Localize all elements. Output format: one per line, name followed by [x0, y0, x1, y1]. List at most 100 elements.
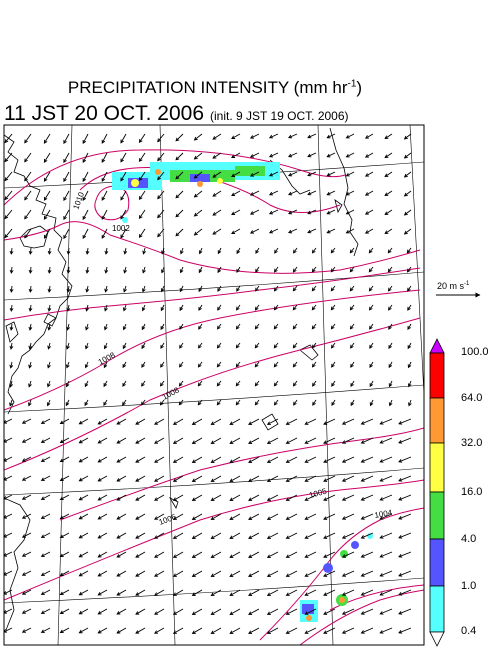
wind-arrow	[43, 209, 51, 220]
wind-arrowhead	[198, 344, 202, 349]
wind-arrow	[384, 190, 393, 196]
wind-arrow	[139, 152, 146, 162]
title-close: )	[356, 78, 363, 97]
wind-arrow	[79, 494, 89, 501]
wind-arrow	[288, 133, 298, 139]
wind-arrowhead	[398, 516, 403, 520]
wind-arrowhead	[231, 230, 236, 234]
wind-arrow	[331, 361, 336, 368]
wind-arrow	[323, 418, 336, 425]
wind-arrowhead	[175, 137, 180, 142]
wind-arrowhead	[142, 269, 146, 274]
wind-arrowhead	[4, 477, 8, 481]
wind-arrow	[194, 190, 203, 198]
wind-arrowhead	[229, 611, 234, 615]
isobar-label: 1006	[158, 512, 178, 527]
wind-arrowhead	[179, 288, 184, 293]
wind-arrowhead	[217, 306, 221, 311]
wind-arrow	[369, 380, 374, 387]
wind-arrowhead	[135, 459, 140, 463]
wind-arrow	[179, 323, 184, 330]
wind-arrow	[250, 228, 260, 234]
wind-arrowhead	[135, 611, 140, 615]
wind-arrowhead	[407, 287, 411, 292]
wind-arrow	[380, 627, 393, 634]
wind-arrowhead	[103, 345, 108, 350]
wind-arrow	[22, 513, 32, 519]
wind-arrowhead	[157, 214, 161, 219]
wind-arrowhead	[101, 177, 106, 182]
wind-arrow	[365, 133, 374, 139]
wind-arrow	[323, 437, 336, 444]
wind-arrowhead	[21, 515, 26, 519]
wind-arrow	[388, 342, 393, 349]
wind-arrowhead	[97, 610, 102, 615]
wind-arrow	[198, 380, 203, 387]
wind-arrow	[47, 361, 51, 368]
wind-arrow	[192, 589, 203, 596]
wind-arrow	[286, 475, 298, 482]
wind-arrow	[389, 399, 393, 406]
wind-arrowhead	[349, 268, 354, 273]
wind-arrow	[179, 399, 184, 406]
wind-arrow	[135, 456, 146, 463]
wind-arrow	[305, 532, 317, 539]
wind-arrowhead	[210, 630, 215, 634]
wind-arrow	[60, 570, 70, 576]
wind-arrowhead	[330, 287, 335, 292]
wind-arrow	[408, 380, 412, 387]
wind-arrowhead	[59, 591, 64, 596]
wind-arrow	[229, 494, 241, 501]
wind-arrowhead	[122, 307, 127, 312]
wind-arrowhead	[65, 364, 70, 369]
wind-arrow	[116, 570, 127, 577]
wind-arrow	[120, 152, 127, 162]
wind-arrow	[398, 627, 412, 634]
wind-arrow	[236, 323, 241, 330]
wind-arrow	[248, 532, 260, 539]
wind-arrow	[327, 171, 336, 177]
wind-arrowhead	[248, 630, 253, 634]
wind-arrow	[305, 456, 317, 463]
wind-arrowhead	[104, 269, 109, 274]
wind-arrow	[380, 513, 393, 520]
wind-arrowhead	[268, 172, 274, 177]
wind-arrowhead	[21, 420, 26, 424]
wind-arrow	[254, 342, 260, 349]
wind-arrowhead	[84, 364, 89, 369]
wind-arrow	[86, 266, 89, 273]
wind-arrowhead	[85, 307, 89, 312]
wind-arrowhead	[191, 497, 196, 501]
wind-arrowhead	[217, 325, 221, 330]
wind-arrow	[22, 589, 32, 595]
wind-arrowhead	[398, 535, 403, 539]
wind-arrow	[60, 532, 70, 538]
wind-arrowhead	[388, 325, 392, 330]
wind-arrow	[365, 228, 374, 234]
wind-arrowhead	[123, 288, 127, 293]
wind-arrowhead	[388, 364, 393, 369]
wind-arrow	[4, 627, 13, 633]
wind-arrowhead	[82, 177, 87, 183]
wind-arrowhead	[345, 153, 350, 158]
wind-arrowhead	[28, 383, 32, 388]
wind-arrow	[267, 608, 279, 615]
wind-arrowhead	[59, 553, 64, 558]
wind-arrowhead	[59, 477, 64, 482]
wind-arrow	[388, 304, 393, 311]
wind-arrow	[380, 437, 393, 444]
wind-arrowhead	[229, 630, 234, 634]
wind-arrow	[398, 589, 412, 596]
wind-arrow	[288, 171, 298, 177]
wind-arrow	[135, 437, 146, 444]
wind-arrowhead	[398, 611, 403, 615]
wind-arrow	[79, 513, 89, 520]
wind-arrowhead	[341, 592, 346, 596]
wind-arrow	[407, 342, 412, 349]
wind-arrow	[194, 133, 203, 141]
wind-arrow	[160, 323, 165, 330]
wind-arrow	[22, 456, 32, 462]
wind-arrow	[269, 228, 279, 234]
chart-title: PRECIPITATION INTENSITY (mm hr-1)	[0, 78, 430, 98]
